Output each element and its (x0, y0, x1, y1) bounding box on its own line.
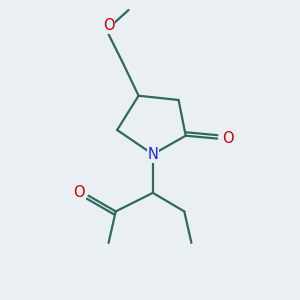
Text: O: O (103, 18, 114, 33)
Text: N: N (147, 147, 158, 162)
Text: O: O (222, 131, 234, 146)
Text: O: O (73, 185, 84, 200)
